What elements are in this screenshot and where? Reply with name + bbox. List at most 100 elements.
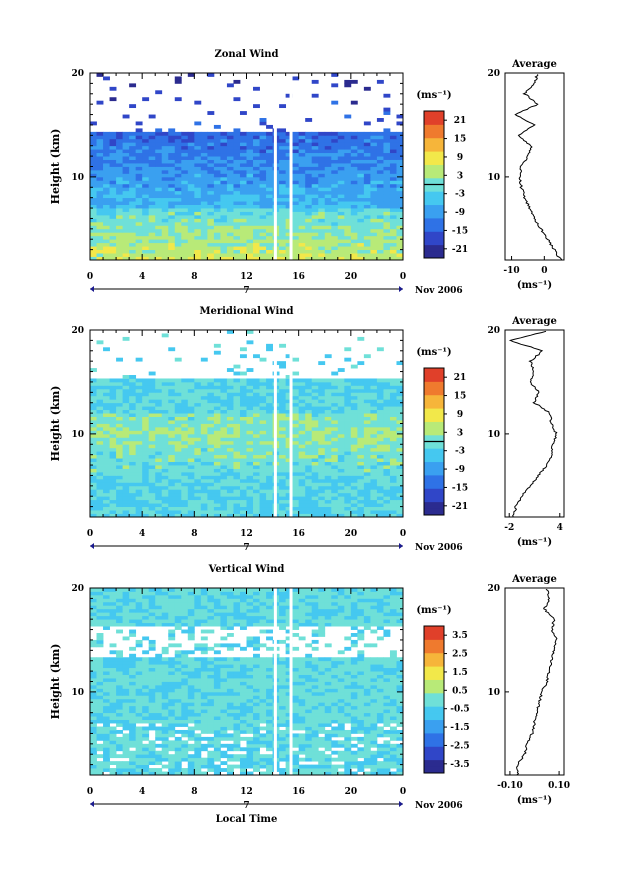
vertical-profile-line [516,588,558,776]
meridional-profile-xtick: -2 [504,523,514,533]
meridional-colorbar-tick: 21 [454,373,467,383]
vertical-xtick: 0 [400,787,406,797]
zonal-xtick: 0 [400,272,406,282]
zonal-profile-ytick: 20 [487,69,500,79]
zonal-ytick: 20 [71,69,84,79]
x-axis-label: Local Time [216,814,278,825]
zonal-colorbar-tick: 3 [457,171,463,181]
zonal-date-label: Nov 2006 [415,286,463,296]
vertical-date-label: Nov 2006 [415,801,463,811]
meridional-xtick: 12 [240,529,253,539]
zonal-profile-xtick: 0 [541,266,547,276]
meridional-date-label: Nov 2006 [415,543,463,553]
vertical-ytick: 10 [71,688,84,698]
zonal-xtick: 8 [191,272,197,282]
meridional-panel: 10 20 0 4 8 12 16 20 0 7 Nov 2006 Meridional Wind He… [49,306,565,553]
vertical-xtick: 16 [292,787,305,797]
vertical-colorbar-tick: 3.5 [452,631,468,641]
meridional-colorbar-tick: 15 [454,392,467,402]
meridional-colorbar-tick: 9 [457,410,463,420]
meridional-xtick: 0 [87,529,93,539]
meridional-xtick: 4 [139,529,145,539]
meridional-colorbar-tick: -3 [455,447,465,457]
zonal-xtick: 20 [345,272,358,282]
vertical-colorbar-tick: -2.5 [450,741,469,751]
meridional-xtick: 8 [191,529,197,539]
zonal-profile-line [514,74,563,261]
vertical-profile-title: Average [511,574,557,585]
zonal-xtick: 4 [139,272,145,282]
meridional-profile-line [508,330,558,518]
zonal-profile-title: Average [511,59,557,70]
vertical-field [90,588,404,776]
zonal-ytick: 10 [71,173,84,183]
meridional-colorbar-tick: -9 [455,465,465,475]
vertical-xtick: 12 [240,787,253,797]
zonal-colorbar-tick: 9 [457,153,463,163]
meridional-title: Meridional Wind [199,306,293,317]
zonal-xtick: 12 [240,272,253,282]
zonal-panel: 10 20 0 4 8 12 16 20 0 7 Nov 2006 Zonal Wind Height … [49,49,565,296]
meridional-colorbar: 21 15 9 3 -3 -9 -15 -21 [423,367,468,516]
zonal-colorbar-tick: -9 [455,208,465,218]
zonal-ylabel: Height (km) [49,129,62,205]
meridional-ylabel: Height (km) [49,386,62,462]
vertical-profile-ytick: 10 [487,688,500,698]
meridional-xtick: 16 [292,529,305,539]
zonal-colorbar-tick: 15 [454,135,467,145]
zonal-title: Zonal Wind [214,49,278,60]
zonal-colorbar-tick: -21 [452,245,468,255]
meridional-profile-ytick: 20 [487,326,500,336]
vertical-colorbar-tick: 1.5 [452,668,468,678]
zonal-xtick: 16 [292,272,305,282]
vertical-colorbar-tick: 0.5 [452,686,468,696]
vertical-profile-xtick: -0.10 [497,781,523,791]
meridional-xtick: 0 [400,529,406,539]
meridional-profile-xtick: 4 [557,523,563,533]
vertical-colorbar-tick: -3.5 [450,760,469,770]
meridional-field [90,330,404,518]
vertical-colorbar-tick: -1.5 [450,723,469,733]
vertical-profile-unit: (ms⁻¹) [517,795,552,806]
zonal-profile-ytick: 10 [487,173,500,183]
vertical-ytick: 20 [71,584,84,594]
zonal-colorbar-tick: -15 [452,226,468,236]
meridional-ytick: 20 [71,326,84,336]
vertical-profile-ytick: 20 [487,584,500,594]
vertical-day-label: 7 [243,801,249,811]
vertical-colorbar-unit: (ms⁻¹) [416,605,451,616]
zonal-field [90,73,404,261]
vertical-xtick: 8 [191,787,197,797]
vertical-colorbar: 3.5 2.5 1.5 0.5 -0.5 -1.5 -2.5 -3.5 [423,625,470,774]
meridional-ytick: 10 [71,430,84,440]
zonal-colorbar-unit: (ms⁻¹) [416,90,451,101]
vertical-profile-xtick: 0.10 [548,781,570,791]
vertical-profile: Average 10 20 -0.10 0.10 (ms⁻¹) [487,574,570,806]
meridional-colorbar-tick: -15 [452,483,468,493]
vertical-xtick: 0 [87,787,93,797]
zonal-profile: Average 10 20 -10 0 (ms⁻¹) [487,59,565,291]
meridional-profile-title: Average [511,316,557,327]
zonal-colorbar: 21 15 9 3 -3 -9 -15 -21 [423,110,468,259]
meridional-colorbar-unit: (ms⁻¹) [416,347,451,358]
vertical-xtick: 4 [139,787,145,797]
meridional-xtick: 20 [345,529,358,539]
meridional-profile-unit: (ms⁻¹) [517,537,552,548]
vertical-ylabel: Height (km) [49,644,62,720]
zonal-colorbar-tick: 21 [454,116,467,126]
meridional-colorbar-tick: 3 [457,428,463,438]
vertical-title: Vertical Wind [208,564,285,575]
meridional-profile-ytick: 10 [487,430,500,440]
zonal-profile-xtick: -10 [503,266,519,276]
meridional-colorbar-tick: -21 [452,502,468,512]
zonal-day-label: 7 [243,286,249,296]
zonal-xtick: 0 [87,272,93,282]
vertical-panel: 10 20 0 4 8 12 16 20 0 7 Nov 2006 Vertical Wind Heig… [49,564,570,811]
meridional-day-label: 7 [243,543,249,553]
vertical-xtick: 20 [345,787,358,797]
meridional-profile: Average 10 20 -2 4 (ms⁻¹) [487,316,565,548]
zonal-profile-unit: (ms⁻¹) [517,280,552,291]
vertical-colorbar-tick: -0.5 [450,705,469,715]
vertical-colorbar-tick: 2.5 [452,650,468,660]
